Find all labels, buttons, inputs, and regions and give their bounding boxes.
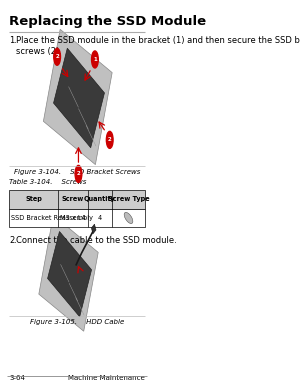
- Text: Quantity: Quantity: [84, 196, 116, 203]
- Text: 2: 2: [108, 137, 112, 142]
- Text: 2: 2: [76, 171, 80, 177]
- Circle shape: [54, 48, 61, 65]
- Text: Figure 3-104.    SSD Bracket Screws: Figure 3-104. SSD Bracket Screws: [14, 169, 140, 175]
- Ellipse shape: [124, 212, 133, 223]
- Polygon shape: [48, 232, 92, 317]
- Text: 3-64: 3-64: [9, 375, 25, 381]
- Polygon shape: [44, 29, 112, 165]
- Text: Figure 3-105.    HDD Cable: Figure 3-105. HDD Cable: [30, 319, 124, 325]
- FancyBboxPatch shape: [9, 190, 145, 209]
- Text: Replacing the SSD Module: Replacing the SSD Module: [9, 16, 206, 28]
- Text: Table 3-104.    Screws: Table 3-104. Screws: [9, 178, 86, 185]
- Polygon shape: [92, 224, 96, 234]
- Polygon shape: [39, 215, 98, 331]
- Text: Place the SSD module in the bracket (1) and then secure the SSD bracket using fo: Place the SSD module in the bracket (1) …: [16, 36, 300, 55]
- Circle shape: [106, 132, 113, 148]
- Text: 4: 4: [98, 215, 102, 221]
- Text: 1: 1: [93, 57, 97, 62]
- Polygon shape: [54, 48, 104, 148]
- Text: 2.: 2.: [9, 236, 17, 245]
- Text: Connect the cable to the SSD module.: Connect the cable to the SSD module.: [16, 236, 177, 245]
- Circle shape: [75, 165, 82, 182]
- Text: Machine Maintenance: Machine Maintenance: [68, 375, 145, 381]
- Text: 1.: 1.: [9, 36, 17, 45]
- Text: 2: 2: [55, 54, 59, 59]
- Text: Screw Type: Screw Type: [108, 196, 149, 203]
- Circle shape: [92, 51, 98, 68]
- Text: Screw: Screw: [62, 196, 84, 203]
- FancyBboxPatch shape: [9, 209, 145, 227]
- Text: Step: Step: [25, 196, 42, 203]
- Text: SSD Bracket Reassembly: SSD Bracket Reassembly: [11, 215, 93, 221]
- Text: M3 x L4: M3 x L4: [60, 215, 86, 221]
